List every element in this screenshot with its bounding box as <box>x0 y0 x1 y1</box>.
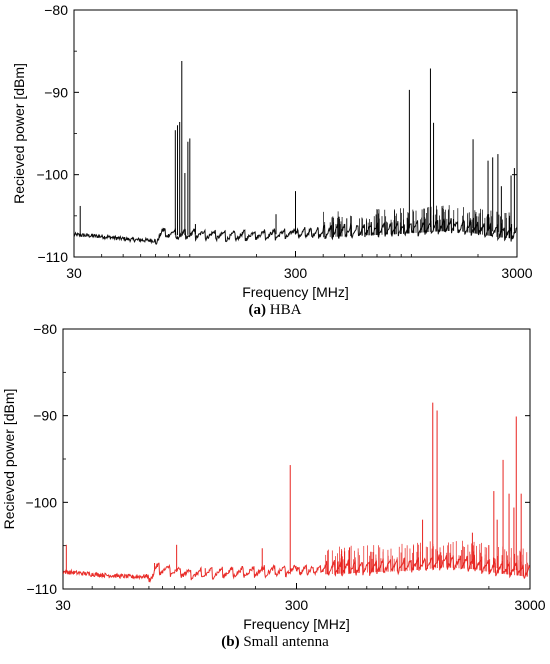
x-tick-label: 300 <box>285 597 309 613</box>
x-tick-label: 3000 <box>514 597 545 613</box>
chart-hba: −110 −100 −90 −80 30 300 3000 Frequency [MHz] Re… <box>11 2 533 318</box>
figure-caption: (a) HBA <box>249 302 302 318</box>
caption-tag: (b) <box>221 634 239 650</box>
chart-small-antenna: −110 −100 −90 −80 30 300 3000 Frequency [MHz] Re… <box>1 321 546 650</box>
y-tick-label: −90 <box>44 84 68 100</box>
x-axis-label: Frequency [MHz] <box>243 616 350 632</box>
caption-text: Small antenna <box>240 634 329 650</box>
series-line <box>63 554 530 584</box>
series-group <box>63 402 530 584</box>
y-axis-label: Recieved power [dBm] <box>11 63 27 204</box>
y-tick-label: −90 <box>33 408 57 424</box>
y-tick-label: −100 <box>25 494 57 510</box>
caption-text: HBA <box>266 302 302 318</box>
x-tick-label: 300 <box>284 265 308 281</box>
x-tick-label: 30 <box>66 265 82 281</box>
x-tick-label: 30 <box>55 597 71 613</box>
y-axis-label: Recieved power [dBm] <box>1 389 17 530</box>
figure-caption: (b) Small antenna <box>221 634 329 650</box>
y-tick-label: −80 <box>33 321 57 337</box>
y-tick-label: −110 <box>38 249 69 265</box>
caption-tag: (a) <box>249 302 267 318</box>
y-tick-label: −100 <box>36 167 68 183</box>
x-axis-label: Frequency [MHz] <box>242 284 349 300</box>
plot-frame <box>62 328 531 590</box>
series-group <box>74 61 517 245</box>
x-tick-label: 3000 <box>501 265 532 281</box>
y-tick-label: −80 <box>44 2 68 18</box>
y-tick-label: −110 <box>27 581 58 597</box>
